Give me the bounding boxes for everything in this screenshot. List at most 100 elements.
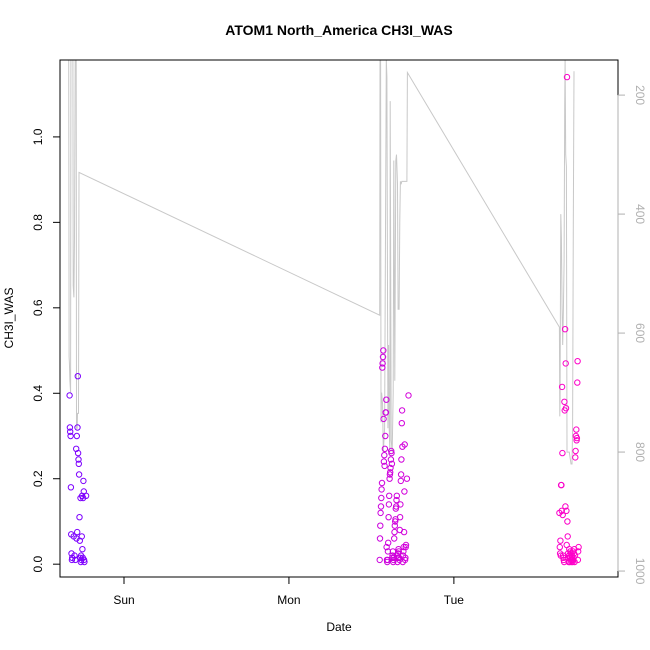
y-tick-label: 0.4 <box>31 385 45 402</box>
data-point <box>385 501 393 508</box>
data-point <box>382 432 389 440</box>
data-point <box>573 437 580 444</box>
y-tick-label: 0.8 <box>31 214 45 231</box>
data-point <box>74 528 81 536</box>
x-axis: Sun Mon Tue <box>113 577 464 607</box>
data-point <box>376 556 383 564</box>
data-point <box>571 558 578 566</box>
x-tick-label: Sun <box>113 593 134 607</box>
data-point <box>401 488 408 495</box>
data-point <box>401 441 408 448</box>
data-point <box>79 546 86 553</box>
data-point <box>574 556 582 564</box>
y-axis-label: CH3I_WAS <box>2 288 16 349</box>
data-point <box>380 415 387 423</box>
data-point <box>387 456 395 463</box>
data-point <box>71 552 78 559</box>
data-point <box>385 539 392 546</box>
data-point <box>377 509 384 517</box>
data-point <box>378 479 386 487</box>
data-point <box>398 407 406 414</box>
plot-frame <box>59 59 619 578</box>
data-point <box>379 360 386 367</box>
data-point <box>564 518 571 525</box>
data-point <box>66 392 73 399</box>
data-point <box>572 454 579 461</box>
data-point <box>573 434 581 442</box>
data-point <box>76 514 83 521</box>
data-point <box>388 460 396 467</box>
data-point <box>377 522 384 529</box>
data-point <box>391 535 398 542</box>
data-point <box>574 358 581 365</box>
y-axis: 0.0 0.2 0.4 0.6 0.8 1.0 <box>31 128 60 573</box>
data-point <box>378 494 385 502</box>
data-point <box>387 469 394 476</box>
data-point <box>80 477 87 485</box>
data-point <box>386 475 393 482</box>
data-point <box>573 426 580 433</box>
data-point <box>382 409 390 416</box>
right-axis-line <box>68 59 575 465</box>
data-point <box>75 456 82 463</box>
data-point <box>402 554 409 561</box>
data-point <box>378 486 385 493</box>
data-point <box>67 428 74 435</box>
y-tick-label: 0.2 <box>31 470 45 487</box>
data-point <box>74 373 82 380</box>
data-point <box>562 360 569 367</box>
data-point <box>393 492 400 499</box>
data-point <box>397 477 404 485</box>
data-point <box>556 543 563 551</box>
y2-tick-label: 200 <box>633 85 647 105</box>
data-point <box>388 449 395 457</box>
data-point <box>73 432 81 440</box>
data-point <box>563 73 571 81</box>
y2-tick-label: 600 <box>633 323 647 343</box>
data-point <box>380 458 388 465</box>
data-point <box>391 528 398 536</box>
y2-axis: 200 400 600 800 1000 <box>617 85 647 585</box>
data-point <box>561 326 569 333</box>
data-point <box>397 501 404 508</box>
y-tick-label: 0.6 <box>31 299 45 316</box>
y-tick-label: 1.0 <box>31 128 45 145</box>
data-point <box>387 464 394 472</box>
data-point <box>562 503 569 510</box>
data-point <box>392 518 399 525</box>
x-tick-label: Tue <box>444 593 465 607</box>
data-point <box>379 353 387 361</box>
data-point <box>400 528 408 536</box>
data-point <box>383 396 390 403</box>
data-point <box>402 541 410 549</box>
data-point <box>398 420 405 427</box>
data-point <box>398 456 405 463</box>
y2-tick-label: 400 <box>633 204 647 224</box>
data-point <box>380 347 387 354</box>
data-point <box>381 445 389 452</box>
data-point <box>403 475 411 482</box>
data-point <box>558 481 565 489</box>
data-point <box>381 462 388 470</box>
chart-title: ATOM1 North_America CH3I_WAS <box>225 22 452 38</box>
data-point <box>67 432 74 440</box>
data-point <box>574 379 581 386</box>
data-point <box>78 533 86 540</box>
data-point <box>563 507 570 514</box>
data-point <box>376 535 384 542</box>
data-point <box>74 449 82 457</box>
data-point <box>81 558 88 566</box>
data-point <box>82 492 90 499</box>
data-point <box>75 471 83 478</box>
data-point <box>377 503 385 510</box>
data-point <box>386 492 393 499</box>
scatter-points <box>66 73 582 566</box>
data-point <box>559 449 566 457</box>
data-point <box>383 543 390 551</box>
data-point <box>393 496 400 504</box>
right-axis-line-series <box>68 59 575 465</box>
data-point <box>575 543 582 551</box>
data-point <box>564 533 571 540</box>
data-point <box>389 548 397 555</box>
